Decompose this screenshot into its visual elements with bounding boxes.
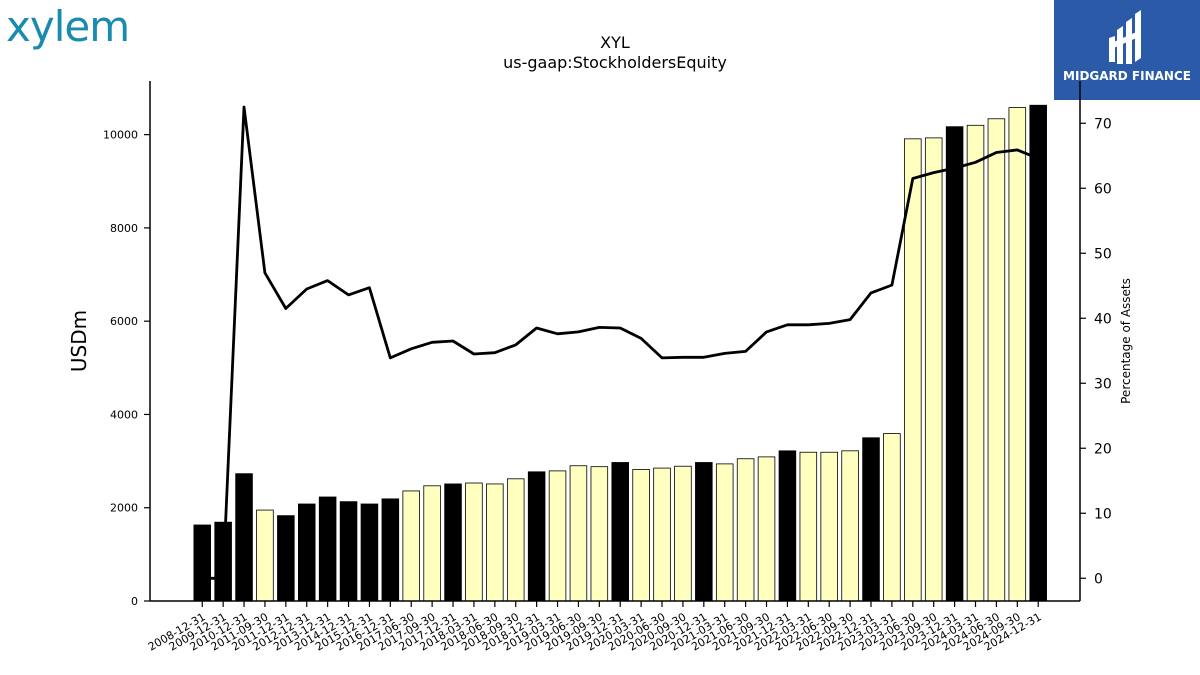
- bar-2022-12-31: [862, 437, 880, 602]
- bar-2020-06-30: [653, 467, 671, 602]
- y-axis-label: USDm: [67, 310, 91, 372]
- right-tick-label: 50: [1094, 246, 1112, 262]
- bar-2021-12-31: [778, 450, 797, 602]
- midgard-finance-logo: MIDGARD FINANCE: [1054, 0, 1200, 100]
- bar-2023-09-30: [924, 137, 943, 602]
- bar-2019-06-30: [569, 465, 588, 602]
- bar-2018-03-31: [465, 482, 483, 602]
- midgard-emblem-icon: [1109, 10, 1141, 64]
- bar-2021-03-31: [715, 463, 734, 602]
- bar-2017-12-31: [444, 483, 462, 602]
- bar-2011-12-31: [277, 515, 295, 602]
- bar-2015-12-31: [360, 503, 379, 602]
- bar-2011-09-30: [256, 509, 274, 602]
- bar-2024-03-31: [966, 124, 985, 602]
- left-tick-label: 0: [131, 595, 138, 608]
- bar-2024-09-30: [1008, 107, 1027, 602]
- bar-2019-09-30: [590, 466, 609, 602]
- y2-axis-label: Percentage of Assets: [1119, 278, 1133, 404]
- midgard-finance-wordmark: MIDGARD FINANCE: [1063, 69, 1191, 83]
- right-tick-label: 10: [1094, 506, 1112, 522]
- chart-title: XYL: [600, 33, 630, 52]
- bar-2024-06-30: [987, 118, 1006, 602]
- bar-2019-12-31: [611, 462, 629, 602]
- bar-2023-03-31: [883, 433, 901, 602]
- bar-2020-09-30: [674, 465, 692, 602]
- bar-2019-03-31: [548, 470, 567, 602]
- right-tick-label: 30: [1094, 376, 1112, 392]
- bar-2016-12-31: [381, 498, 400, 602]
- percent-line-series: [202, 105, 1039, 580]
- xylem-logo: xylem: [6, 2, 130, 51]
- right-tick-label: 40: [1094, 311, 1112, 327]
- bar-2022-03-31: [799, 451, 818, 602]
- x-axis-ticks: 2008-12-312009-12-312010-12-312011-09-30…: [146, 601, 1044, 654]
- bar-2020-03-31: [632, 469, 650, 602]
- chart-subtitle: us-gaap:StockholdersEquity: [503, 53, 727, 72]
- bar-2012-12-31: [297, 503, 316, 602]
- bar-2024-12-31: [1029, 104, 1047, 602]
- percent-of-assets-line: [202, 105, 1039, 580]
- left-tick-label: 6000: [110, 315, 138, 328]
- bar-2017-06-30: [402, 490, 420, 602]
- right-axis-ticks: 0 10 20 30 40 50 60 70: [1080, 116, 1112, 587]
- right-tick-label: 70: [1094, 116, 1112, 132]
- bar-2022-06-30: [820, 451, 838, 602]
- left-axis-ticks: 0 2000 4000 6000 8000 10000: [103, 129, 150, 608]
- bar-2022-09-30: [841, 450, 859, 602]
- axes: [149, 81, 1081, 602]
- right-tick-label: 0: [1094, 571, 1103, 587]
- bar-series: [193, 104, 1047, 602]
- bar-2013-12-31: [318, 496, 337, 602]
- left-tick-label: 10000: [103, 129, 138, 142]
- bar-2018-12-31: [527, 471, 546, 602]
- right-tick-label: 20: [1094, 441, 1112, 457]
- right-tick-label: 60: [1094, 181, 1112, 197]
- bar-2020-12-31: [695, 462, 713, 602]
- bar-2023-12-31: [945, 126, 964, 602]
- bar-2017-09-30: [423, 485, 441, 602]
- bar-2008-12-31: [193, 524, 212, 602]
- bar-2014-12-31: [339, 501, 358, 602]
- bar-2021-06-30: [736, 458, 755, 602]
- left-tick-label: 2000: [110, 502, 138, 515]
- bar-2021-09-30: [757, 456, 776, 602]
- left-tick-label: 8000: [110, 222, 138, 235]
- bar-2018-09-30: [506, 478, 525, 602]
- bar-2010-12-31: [235, 473, 253, 602]
- left-tick-label: 4000: [110, 408, 138, 421]
- bar-2018-06-30: [486, 483, 504, 602]
